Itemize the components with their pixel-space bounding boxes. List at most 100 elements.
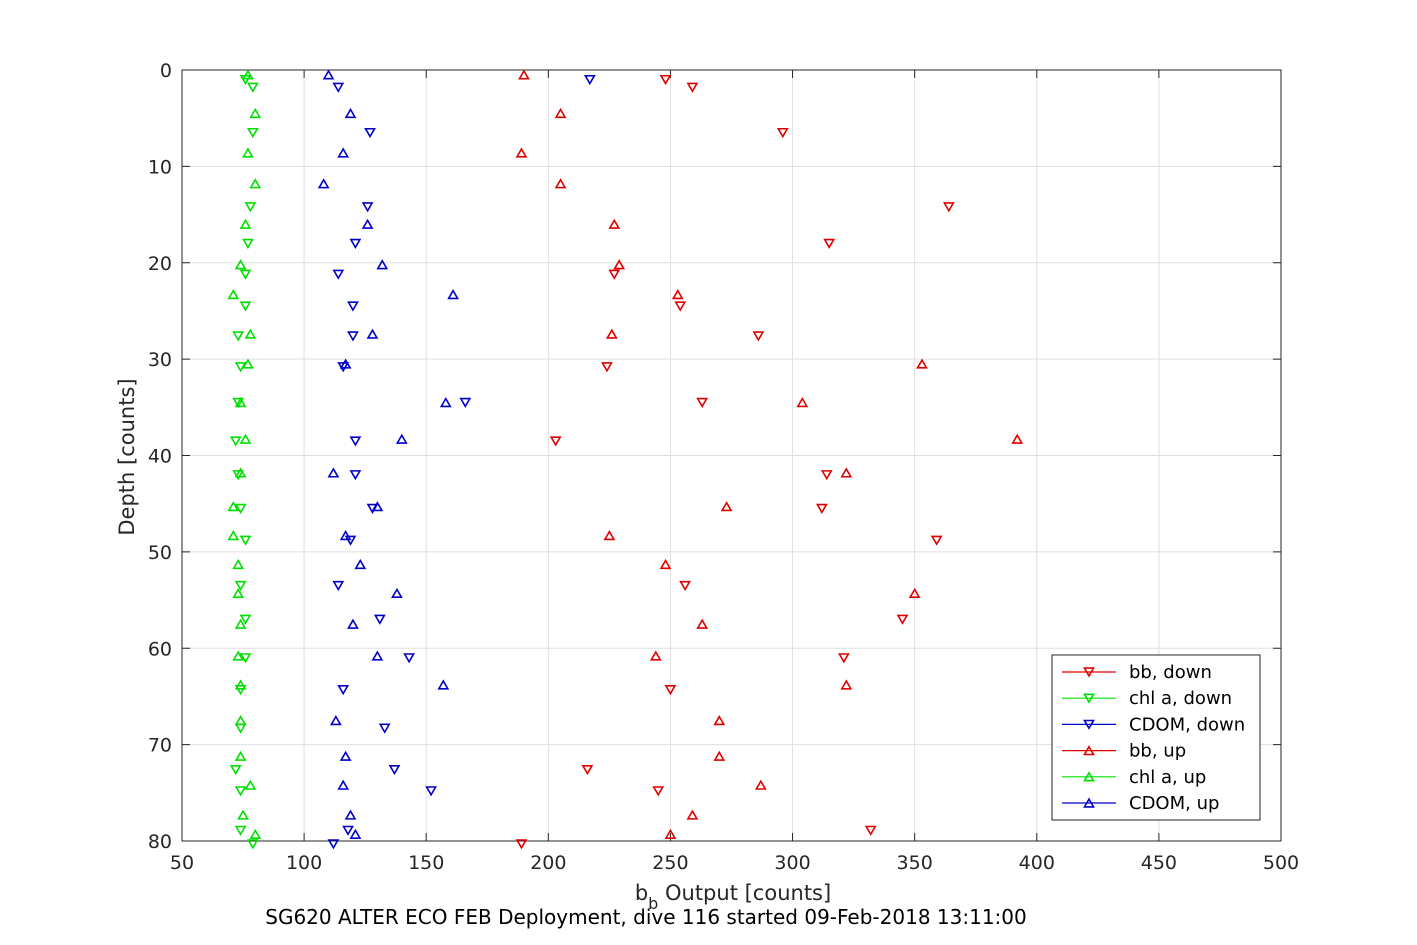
data-point bbox=[339, 358, 352, 369]
y-tick-label: 10 bbox=[148, 156, 172, 178]
data-point bbox=[554, 107, 567, 119]
y-tick-label: 40 bbox=[148, 446, 172, 468]
data-point bbox=[239, 535, 252, 546]
series-4 bbox=[227, 69, 262, 839]
legend-marker bbox=[1083, 719, 1095, 730]
data-point bbox=[229, 764, 242, 776]
data-point bbox=[234, 396, 247, 408]
data-point bbox=[332, 269, 345, 280]
data-point bbox=[515, 839, 528, 850]
data-point bbox=[608, 269, 621, 280]
data-point bbox=[249, 178, 262, 189]
data-point bbox=[234, 362, 247, 373]
legend-box bbox=[1051, 654, 1261, 821]
data-point bbox=[227, 289, 240, 300]
series-0 bbox=[515, 74, 955, 850]
data-point bbox=[820, 470, 833, 481]
data-point bbox=[234, 825, 247, 836]
legend-marker bbox=[1083, 667, 1095, 678]
data-point bbox=[239, 301, 252, 312]
data-point bbox=[349, 828, 362, 839]
data-point bbox=[686, 809, 699, 820]
data-point bbox=[317, 178, 330, 189]
data-point bbox=[837, 653, 850, 664]
data-point bbox=[664, 828, 677, 839]
x-tick-label: 150 bbox=[408, 852, 444, 874]
data-point bbox=[234, 723, 247, 734]
legend-marker bbox=[1083, 745, 1095, 756]
data-point bbox=[896, 614, 909, 625]
data-point bbox=[246, 82, 259, 93]
x-tick-label: 350 bbox=[897, 852, 933, 874]
data-point bbox=[349, 470, 362, 481]
data-point bbox=[659, 558, 672, 570]
axis-ticks: 50 100 150 200 250 300 350 400 450 500 0 10 20 30 40 50… bbox=[148, 60, 1299, 874]
data-point bbox=[232, 558, 245, 570]
data-point bbox=[249, 828, 262, 839]
data-point bbox=[232, 331, 245, 342]
data-point bbox=[388, 764, 401, 776]
y-tick-label: 0 bbox=[160, 60, 172, 82]
data-point bbox=[364, 127, 376, 139]
data-point bbox=[376, 259, 389, 270]
data-point bbox=[232, 397, 245, 408]
legend-entry: chl a, up bbox=[1062, 767, 1206, 788]
data-point bbox=[366, 328, 379, 339]
data-point bbox=[339, 529, 352, 541]
data-point bbox=[344, 535, 357, 546]
data-point bbox=[232, 587, 245, 599]
data-point bbox=[752, 331, 765, 342]
data-point bbox=[554, 178, 567, 189]
legend-entry: chl a, down bbox=[1062, 688, 1232, 709]
data-point bbox=[234, 679, 247, 690]
data-point bbox=[242, 147, 254, 158]
data-point bbox=[696, 397, 709, 408]
legend-marker bbox=[1083, 797, 1095, 808]
data-point bbox=[942, 202, 955, 213]
data-point bbox=[337, 779, 350, 790]
data-point bbox=[337, 684, 350, 696]
data-point bbox=[373, 614, 386, 625]
data-point bbox=[371, 501, 384, 512]
x-axis-label: bb Output [counts] bbox=[635, 881, 831, 913]
data-point bbox=[244, 779, 257, 790]
data-point bbox=[234, 715, 247, 726]
data-point bbox=[246, 127, 259, 139]
x-tick-label: 50 bbox=[170, 852, 194, 874]
data-point bbox=[796, 396, 809, 408]
data-point bbox=[234, 503, 247, 515]
data-point bbox=[679, 580, 691, 592]
data-point bbox=[659, 74, 672, 86]
data-point bbox=[246, 839, 259, 850]
data-point bbox=[549, 436, 562, 447]
x-tick-label: 100 bbox=[286, 852, 322, 874]
data-point bbox=[337, 147, 350, 158]
data-point bbox=[840, 467, 853, 478]
data-point bbox=[234, 259, 247, 270]
data-point bbox=[930, 535, 943, 546]
y-tick-label: 50 bbox=[148, 542, 172, 564]
data-point bbox=[239, 269, 252, 280]
data-point bbox=[652, 786, 665, 797]
series-2 bbox=[327, 74, 596, 850]
chart-caption: SG620 ALTER ECO FEB Deployment, dive 116… bbox=[265, 905, 1026, 929]
data-point bbox=[459, 397, 472, 408]
data-point bbox=[840, 679, 853, 690]
series-5 bbox=[317, 69, 459, 839]
data-point bbox=[439, 396, 452, 408]
data-point bbox=[239, 74, 252, 86]
data-point bbox=[425, 786, 437, 797]
data-point bbox=[244, 328, 257, 339]
data-point bbox=[664, 684, 677, 696]
data-point bbox=[234, 684, 247, 696]
data-point bbox=[361, 218, 374, 229]
data-point bbox=[239, 653, 252, 664]
data-point bbox=[515, 147, 528, 158]
data-point bbox=[244, 202, 257, 213]
legend-label: CDOM, up bbox=[1129, 793, 1219, 814]
y-axis-label: Depth [counts] bbox=[115, 378, 139, 535]
legend-entry: CDOM, up bbox=[1062, 793, 1219, 814]
data-point bbox=[674, 301, 687, 312]
data-point bbox=[344, 107, 357, 119]
